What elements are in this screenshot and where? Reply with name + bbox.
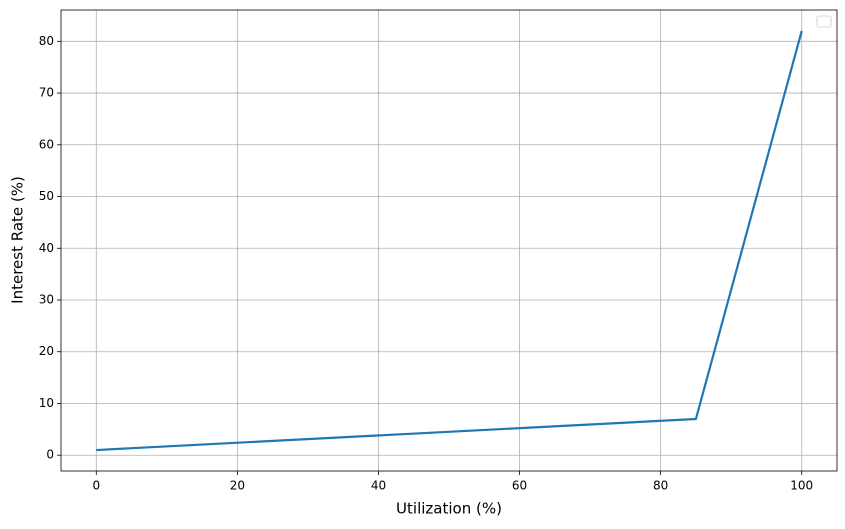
x-tick-label: 80 (653, 479, 668, 493)
y-tick-label: 50 (39, 189, 54, 203)
x-tick-label: 100 (790, 479, 813, 493)
y-tick-label: 80 (39, 34, 54, 48)
grid (61, 10, 837, 471)
y-tick-label: 0 (46, 448, 54, 462)
line-series (96, 30, 803, 452)
x-tick-label: 40 (371, 479, 386, 493)
y-tick-label: 60 (39, 137, 54, 151)
y-tick-label: 40 (39, 241, 54, 255)
plot (96, 30, 803, 452)
x-tick-label: 0 (92, 479, 100, 493)
y-axis-label: Interest Rate (%) (9, 176, 27, 304)
x-tick-label: 60 (512, 479, 527, 493)
y-tick-label: 30 (39, 293, 54, 307)
x-tick-label: 20 (230, 479, 245, 493)
y-tick-label: 70 (39, 86, 54, 100)
legend-box (816, 15, 832, 28)
axes-frame (60, 9, 838, 472)
y-tick-label: 20 (39, 344, 54, 358)
x-axis-label: Utilization (%) (396, 500, 502, 518)
y-tick-label: 10 (39, 396, 54, 410)
